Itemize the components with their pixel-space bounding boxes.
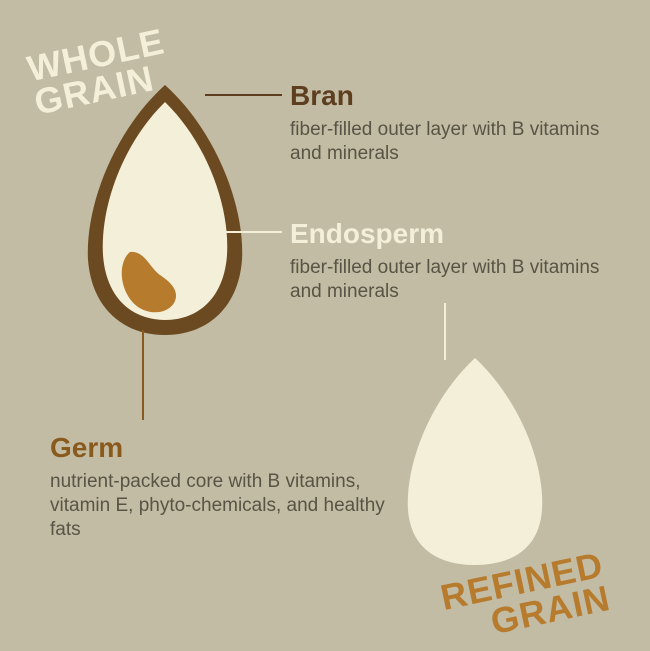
label-germ: Germ nutrient-packed core with B vitamin… (50, 432, 390, 541)
label-endosperm: Endosperm fiber-filled outer layer with … (290, 218, 620, 304)
label-germ-desc: nutrient-packed core with B vitamins, vi… (50, 470, 390, 541)
label-bran-desc: fiber-filled outer layer with B vitamins… (290, 118, 620, 166)
label-endosperm-title: Endosperm (290, 218, 620, 250)
label-bran: Bran fiber-filled outer layer with B vit… (290, 80, 620, 166)
label-endosperm-desc: fiber-filled outer layer with B vitamins… (290, 256, 620, 304)
label-bran-title: Bran (290, 80, 620, 112)
refined-grain-shape (408, 358, 542, 565)
label-germ-title: Germ (50, 432, 390, 464)
